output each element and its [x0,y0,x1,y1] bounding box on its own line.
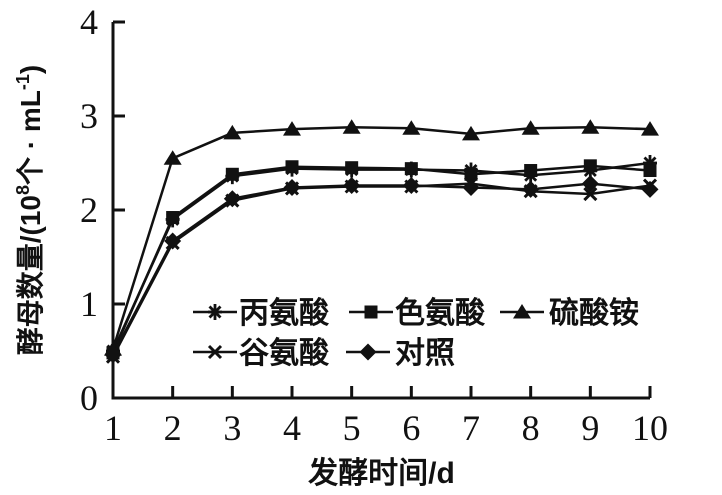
marker-ammonium-sulfate-day3 [223,124,242,140]
x-tick-label-5: 5 [343,408,361,448]
marker-tryptophan-day8 [524,164,538,178]
marker-tryptophan-day3 [225,167,239,181]
marker-control-day1 [104,346,122,364]
axes-frame [111,22,650,400]
x-tick-label-8: 8 [522,408,540,448]
marker-control-day7 [462,178,480,196]
legend-marker-control [359,343,377,361]
legend-item-control: 对照 [346,337,455,370]
legend-item-alanine: 丙氨酸 [193,297,330,330]
marker-tryptophan-day9 [583,159,597,173]
y-tick-label-3: 3 [80,96,98,136]
marker-control-day9 [581,175,599,193]
y-tick-label-2: 2 [80,190,98,230]
marker-glutamate-day9 [583,186,598,202]
legend-label-tryptophan: 色氨酸 [395,297,486,330]
marker-ammonium-sulfate-day8 [521,120,540,135]
marker-control-day3 [223,190,241,208]
legend-marker-alanine [208,304,222,320]
legend-item-glutamate: 谷氨酸 [193,337,330,370]
marker-ammonium-sulfate-day2 [163,150,182,165]
x-tick-label-9: 9 [581,408,599,448]
y-axis-title-part-sup: -1 [13,74,33,90]
marker-ammonium-sulfate-day4 [283,121,301,136]
y-axis-title-part: ) [15,65,46,74]
marker-control-day10 [641,180,659,198]
series-ammonium-sulfate-line [111,126,651,350]
y-axis-title-part-sup: 8 [13,185,33,195]
series-glutamate-line [111,182,651,358]
y-tick-label-0: 0 [80,378,98,418]
x-tick-label-1: 1 [104,408,122,448]
series-alanine-line [111,161,651,352]
y-axis-title-part: 个 · mL [15,90,46,185]
marker-tryptophan-day4 [285,160,299,174]
legend-marker-glutamate [207,344,223,360]
x-tick-label-7: 7 [462,408,480,448]
series-control [104,175,659,364]
marker-ammonium-sulfate-day9 [581,119,600,134]
legend-item-tryptophan: 色氨酸 [349,297,486,330]
marker-control-day2 [164,232,182,250]
marker-control-day8 [522,180,540,198]
x-tick-label-6: 6 [402,408,420,448]
marker-control-day5 [343,177,361,195]
marker-tryptophan-day7 [464,167,478,181]
legend-label-ammonium-sulfate: 硫酸铵 [549,296,639,330]
marker-ammonium-sulfate-day6 [402,120,421,135]
y-axis-title: 酵母数量/(108个 · mL-1) [13,65,46,356]
marker-tryptophan-day10 [643,164,657,178]
marker-control-day4 [283,178,301,196]
marker-control-day6 [402,177,420,195]
legend-label-alanine: 丙氨酸 [239,297,330,330]
marker-tryptophan-day5 [345,161,359,175]
x-tick-label-2: 2 [164,408,182,448]
marker-ammonium-sulfate-day7 [462,125,480,141]
y-tick-label-1: 1 [80,284,98,324]
marker-ammonium-sulfate-day10 [641,121,659,136]
x-axis-title: 发酵时间/d [307,457,455,490]
marker-tryptophan-day2 [166,211,180,225]
x-tick-label-4: 4 [283,408,301,448]
y-tick-label-4: 4 [80,2,98,42]
y-axis-title-part: 酵母数量/(10 [15,195,46,355]
series-control-line [111,182,651,356]
legend-label-glutamate: 谷氨酸 [239,337,330,370]
x-tick-label-10: 10 [632,408,668,448]
legend-marker-ammonium-sulfate [513,304,531,319]
marker-tryptophan-day6 [404,162,418,176]
series-tryptophan-line [111,164,651,354]
x-tick-label-3: 3 [223,408,241,448]
legend-marker-tryptophan [364,305,378,319]
legend-label-control: 对照 [395,337,455,370]
marker-ammonium-sulfate-day5 [342,119,361,134]
legend-item-ammonium-sulfate: 硫酸铵 [500,296,639,330]
